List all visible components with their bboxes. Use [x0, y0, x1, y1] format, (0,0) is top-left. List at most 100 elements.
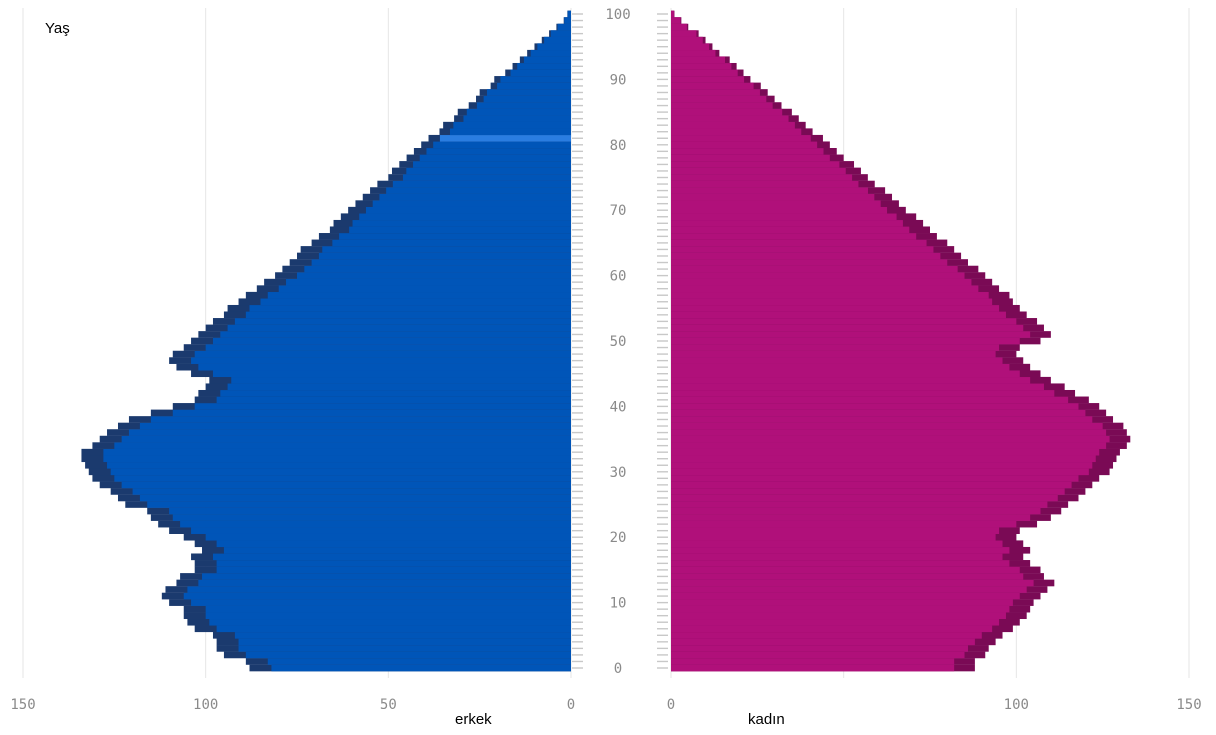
male-bar-86 [476, 102, 571, 109]
male-bar-75 [402, 174, 571, 181]
female-bar-45 [671, 370, 1020, 378]
male-bar-20 [205, 533, 571, 541]
female-bar-82 [671, 128, 802, 136]
female-bar-91 [671, 69, 738, 77]
male-bar-22 [180, 520, 572, 528]
male-bar-81 [439, 134, 571, 142]
male-bar-54 [245, 311, 571, 319]
male-bar-8 [205, 612, 571, 620]
male-bar-35 [121, 435, 571, 443]
female-bar-4 [671, 638, 975, 646]
male-bar-33 [103, 448, 571, 456]
male-bar-24 [169, 507, 571, 515]
x-tick-male-100: 100 [193, 697, 218, 713]
male-bar-31 [107, 461, 571, 469]
male-bar-76 [406, 167, 571, 175]
male-bar-66 [339, 233, 571, 240]
female-bar-61 [671, 265, 958, 273]
female-bar-96 [671, 36, 703, 44]
female-bar-59 [671, 278, 972, 286]
male-bar-9 [205, 605, 571, 613]
male-bar-77 [413, 161, 571, 168]
male-bar-14 [202, 573, 571, 580]
female-bar-94 [671, 49, 716, 57]
female-bar-37 [671, 422, 1103, 430]
male-bar-64 [322, 246, 571, 253]
male-bar-39 [172, 409, 571, 417]
male-bar-67 [349, 226, 571, 234]
male-bar-88 [486, 89, 571, 96]
male-bar-36 [128, 429, 572, 436]
male-bar-95 [537, 43, 571, 51]
x-tick-male-150: 150 [10, 697, 35, 713]
female-bar-5 [671, 631, 982, 639]
female-bar-66 [671, 233, 917, 240]
male-bar-21 [191, 527, 571, 534]
female-bar-78 [671, 154, 830, 162]
age-tick-label-10: 10 [610, 596, 627, 612]
male-bar-46 [198, 363, 572, 371]
female-bar-55 [671, 304, 1000, 312]
female-bar-13 [671, 579, 1034, 587]
female-bar-25 [671, 501, 1048, 508]
female-bar-88 [671, 89, 760, 96]
male-bar-7 [209, 618, 571, 626]
female-bar-92 [671, 62, 732, 70]
female-bar-38 [671, 416, 1093, 423]
age-tick-label-60: 60 [610, 269, 627, 285]
age-tick-label-40: 40 [610, 399, 627, 415]
male-bar-92 [517, 62, 571, 70]
male-bar-32 [103, 455, 571, 463]
male-bar-6 [216, 625, 572, 633]
female-bar-12 [671, 586, 1027, 593]
female-bar-49 [671, 344, 1000, 351]
male-bar-58 [278, 285, 571, 293]
female-bar-18 [671, 546, 1010, 554]
male-bar-42 [220, 389, 571, 397]
male-bar-37 [139, 422, 571, 430]
male-bar-55 [249, 304, 572, 312]
male-bar-89 [497, 82, 571, 90]
male-bar-48 [194, 350, 571, 358]
male-bar-2 [245, 651, 571, 659]
male-bar-84 [463, 115, 571, 122]
female-bar-73 [671, 187, 868, 194]
x-tick-male-50: 50 [380, 697, 397, 713]
female-bar-16 [671, 560, 1010, 567]
male-bar-19 [216, 540, 572, 548]
female-bar-2 [671, 651, 965, 659]
female-bar-31 [671, 461, 1093, 469]
female-bar-57 [671, 291, 989, 299]
female-bar-89 [671, 82, 754, 90]
female-bar-10 [671, 599, 1013, 606]
age-axis: 0 10 20 30 40 50 60 70 80 90 100 [572, 7, 668, 677]
y-axis-label: Yaş [45, 20, 70, 37]
male-bar-0 [271, 664, 571, 672]
female-bar-11 [671, 592, 1020, 600]
female-bar-75 [671, 174, 853, 181]
female-bar-90 [671, 76, 745, 83]
female-bar-64 [671, 246, 934, 253]
x-tick-female-100: 100 [1004, 697, 1029, 713]
male-bar-40 [194, 403, 571, 410]
female-bar-36 [671, 429, 1107, 436]
male-bar-29 [114, 475, 571, 482]
female-bar-62 [671, 259, 948, 266]
female-label: kadın [748, 711, 785, 728]
female-bar-56 [671, 298, 993, 306]
female-bar-44 [671, 376, 1031, 384]
female-bar-3 [671, 645, 968, 652]
female-bar-9 [671, 605, 1010, 613]
male-bar-38 [150, 416, 571, 423]
male-bar-72 [379, 193, 571, 201]
female-bar-100 [671, 10, 675, 18]
male-bar-28 [121, 481, 571, 489]
x-axis: 150 100 50 0 0 100 150 [10, 697, 1201, 713]
male-bar-78 [419, 154, 571, 162]
male-bar-3 [238, 645, 571, 652]
male-bar-70 [365, 206, 571, 214]
female-bar-20 [671, 533, 996, 541]
female-bar-77 [671, 161, 840, 168]
female-bar-17 [671, 553, 1003, 561]
